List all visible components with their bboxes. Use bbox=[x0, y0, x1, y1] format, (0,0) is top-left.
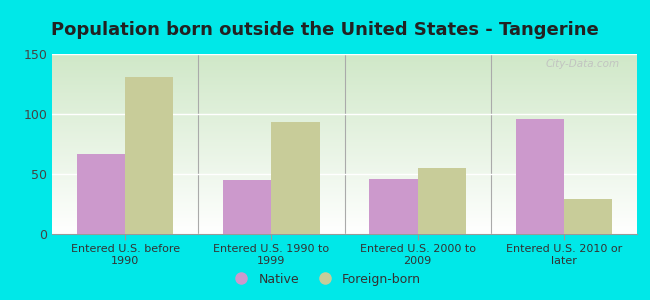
Bar bbox=[125, 77, 174, 234]
Bar bbox=[272, 122, 320, 234]
Text: Population born outside the United States - Tangerine: Population born outside the United State… bbox=[51, 21, 599, 39]
Bar bbox=[515, 119, 564, 234]
Legend: Native, Foreign-born: Native, Foreign-born bbox=[224, 268, 426, 291]
Bar bbox=[369, 179, 417, 234]
Bar bbox=[77, 154, 125, 234]
Bar bbox=[564, 199, 612, 234]
Text: City-Data.com: City-Data.com bbox=[545, 59, 619, 69]
Bar bbox=[417, 168, 466, 234]
Bar bbox=[223, 180, 272, 234]
